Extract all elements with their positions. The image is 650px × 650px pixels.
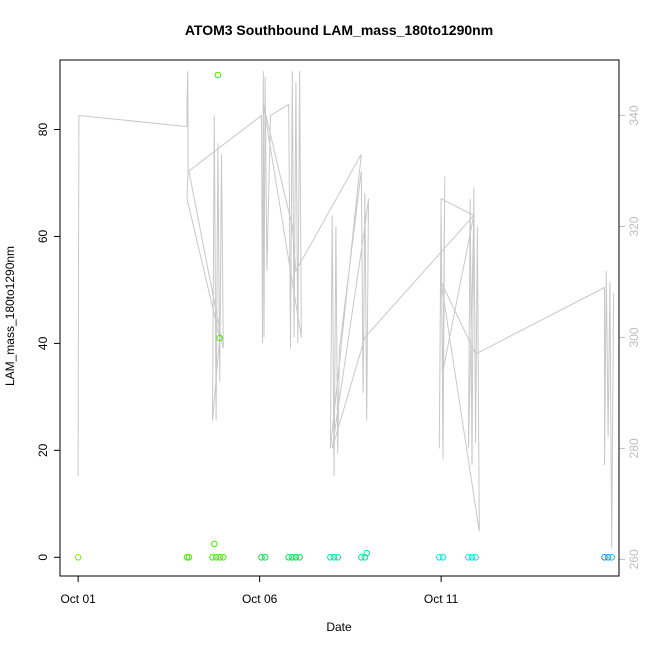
data-point — [436, 554, 443, 561]
data-point — [212, 554, 220, 561]
data-point — [472, 554, 479, 561]
y2-tick-label: 300 — [627, 327, 641, 347]
y-tick-label: 40 — [36, 336, 50, 350]
data-point — [327, 554, 334, 561]
x-tick-label: Oct 01 — [60, 592, 96, 606]
data-point — [261, 554, 269, 561]
data-point — [363, 549, 371, 557]
axes-layer: 0 20 40 60 80 260 280 300 320 340 Oct 01 Oct 06 Oct … — [36, 105, 641, 606]
y-tick-label: 0 — [36, 554, 50, 561]
y2-tick-label: 260 — [627, 549, 641, 569]
data-point — [468, 554, 476, 561]
x-axis-label: Date — [326, 620, 352, 634]
data-point — [296, 554, 303, 561]
y-tick-label: 60 — [36, 229, 50, 243]
data-point — [285, 554, 293, 561]
y2-tick-label: 340 — [627, 105, 641, 125]
data-point — [330, 554, 338, 561]
data-point — [216, 334, 223, 342]
data-point — [292, 554, 300, 561]
altitude-trace-layer — [77, 71, 615, 549]
chart-title: ATOM3 Southbound LAM_mass_180to1290nm — [185, 22, 493, 38]
data-point — [465, 554, 472, 561]
data-point — [358, 554, 365, 561]
x-tick-label: Oct 06 — [242, 592, 278, 606]
x-tick-label: Oct 11 — [424, 592, 459, 606]
data-point — [608, 554, 616, 561]
data-point — [209, 554, 216, 561]
plot-frame — [59, 59, 620, 577]
data-point — [439, 554, 447, 561]
data-point — [361, 554, 369, 561]
data-point — [74, 554, 82, 561]
data-point — [214, 71, 222, 79]
y-tick-label: 80 — [36, 123, 50, 137]
data-points-layer — [74, 71, 616, 561]
data-point — [211, 540, 218, 548]
y-axis-label: LAM_mass_180to1290nm — [3, 246, 17, 386]
y2-tick-label: 280 — [627, 438, 641, 458]
y-tick-label: 20 — [36, 443, 50, 457]
data-point — [604, 554, 612, 561]
data-point — [185, 554, 193, 561]
data-point — [334, 554, 342, 561]
data-point — [220, 554, 227, 561]
data-point — [289, 554, 296, 561]
data-point — [183, 554, 191, 561]
altitude-trace-line — [77, 71, 615, 549]
data-point — [258, 554, 265, 561]
data-point — [216, 554, 223, 561]
data-point — [601, 554, 608, 561]
y2-tick-label: 320 — [627, 216, 641, 236]
